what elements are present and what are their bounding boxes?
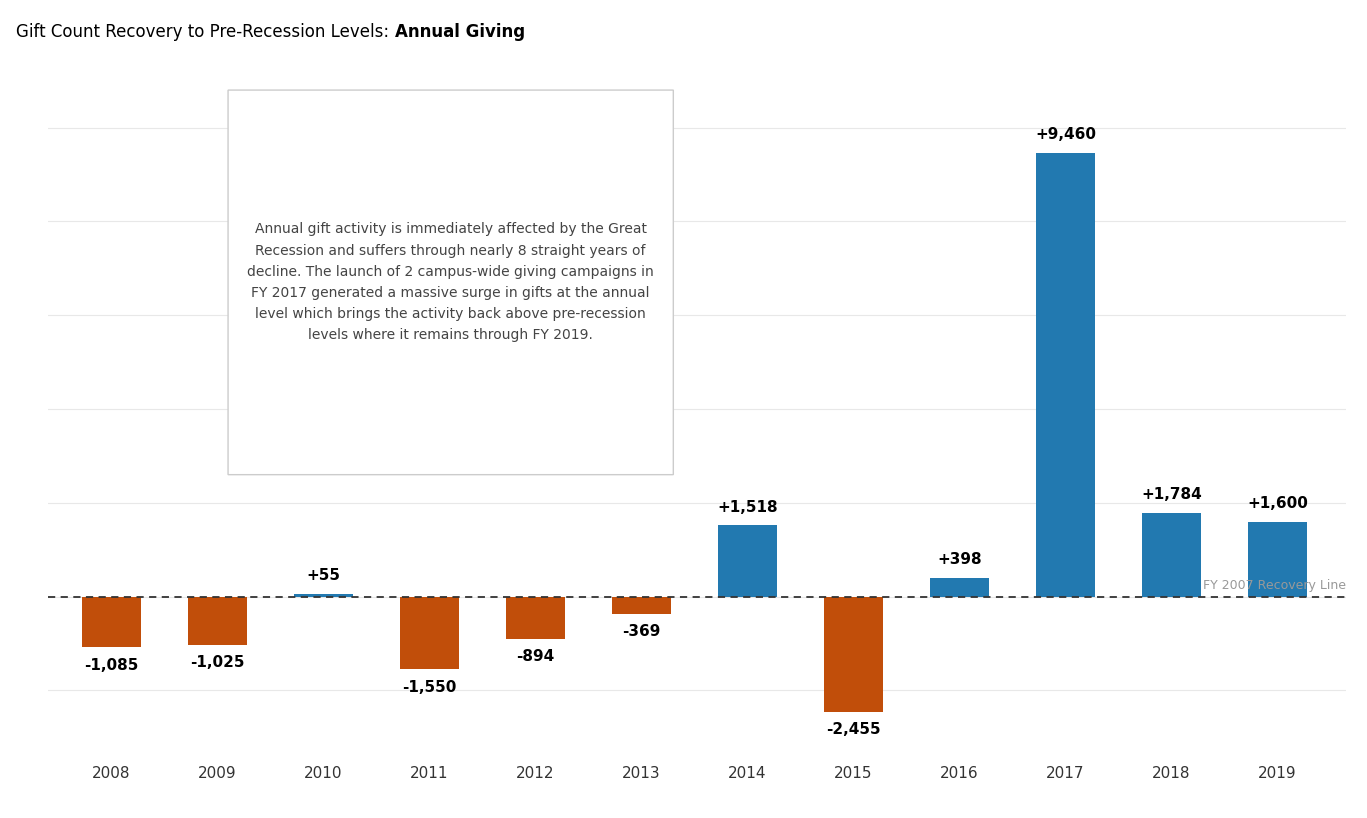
Text: Annual Giving: Annual Giving <box>395 23 525 41</box>
Bar <box>294 594 353 596</box>
FancyBboxPatch shape <box>228 90 674 474</box>
Bar <box>719 525 776 596</box>
Text: +398: +398 <box>938 552 982 568</box>
Bar <box>824 596 883 712</box>
Text: Gift Count Recovery to Pre-Recession Levels:: Gift Count Recovery to Pre-Recession Lev… <box>16 23 395 41</box>
Bar <box>1036 153 1095 596</box>
Text: +55: +55 <box>306 569 340 583</box>
Bar <box>401 596 459 669</box>
Text: -1,025: -1,025 <box>190 655 245 670</box>
Text: -894: -894 <box>517 649 555 664</box>
Bar <box>506 596 565 639</box>
Text: +1,518: +1,518 <box>718 500 778 515</box>
Bar <box>1143 513 1200 596</box>
Bar <box>612 596 671 614</box>
Bar <box>189 596 246 645</box>
Text: Annual gift activity is immediately affected by the Great
Recession and suffers : Annual gift activity is immediately affe… <box>247 222 653 342</box>
Bar <box>82 596 141 648</box>
Text: -1,085: -1,085 <box>85 658 138 673</box>
Text: +9,460: +9,460 <box>1035 128 1096 142</box>
Text: -2,455: -2,455 <box>826 722 880 737</box>
Text: -1,550: -1,550 <box>402 680 457 694</box>
Text: +1,600: +1,600 <box>1247 496 1308 511</box>
Bar <box>931 578 988 596</box>
Text: FY 2007 Recovery Line: FY 2007 Recovery Line <box>1203 579 1346 592</box>
Text: -369: -369 <box>622 624 660 640</box>
Text: +1,784: +1,784 <box>1141 488 1202 502</box>
Bar <box>1248 522 1307 596</box>
